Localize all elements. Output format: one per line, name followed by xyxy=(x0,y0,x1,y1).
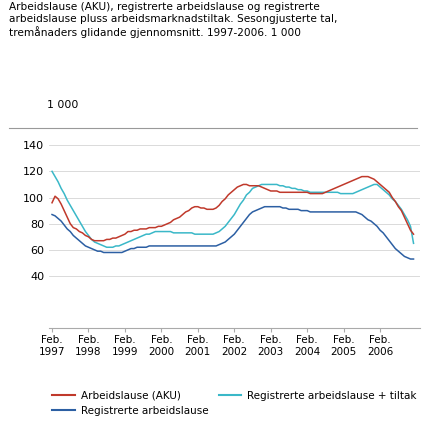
Text: Arbeidslause (AKU), registrerte arbeidslause og registrerte
arbeidslause pluss a: Arbeidslause (AKU), registrerte arbeidsl… xyxy=(9,2,337,37)
Legend: Arbeidslause (AKU), Registrerte arbeidslause, Registrerte arbeidslause + tiltak: Arbeidslause (AKU), Registrerte arbeidsl… xyxy=(48,386,420,420)
Text: 1 000: 1 000 xyxy=(47,99,78,109)
